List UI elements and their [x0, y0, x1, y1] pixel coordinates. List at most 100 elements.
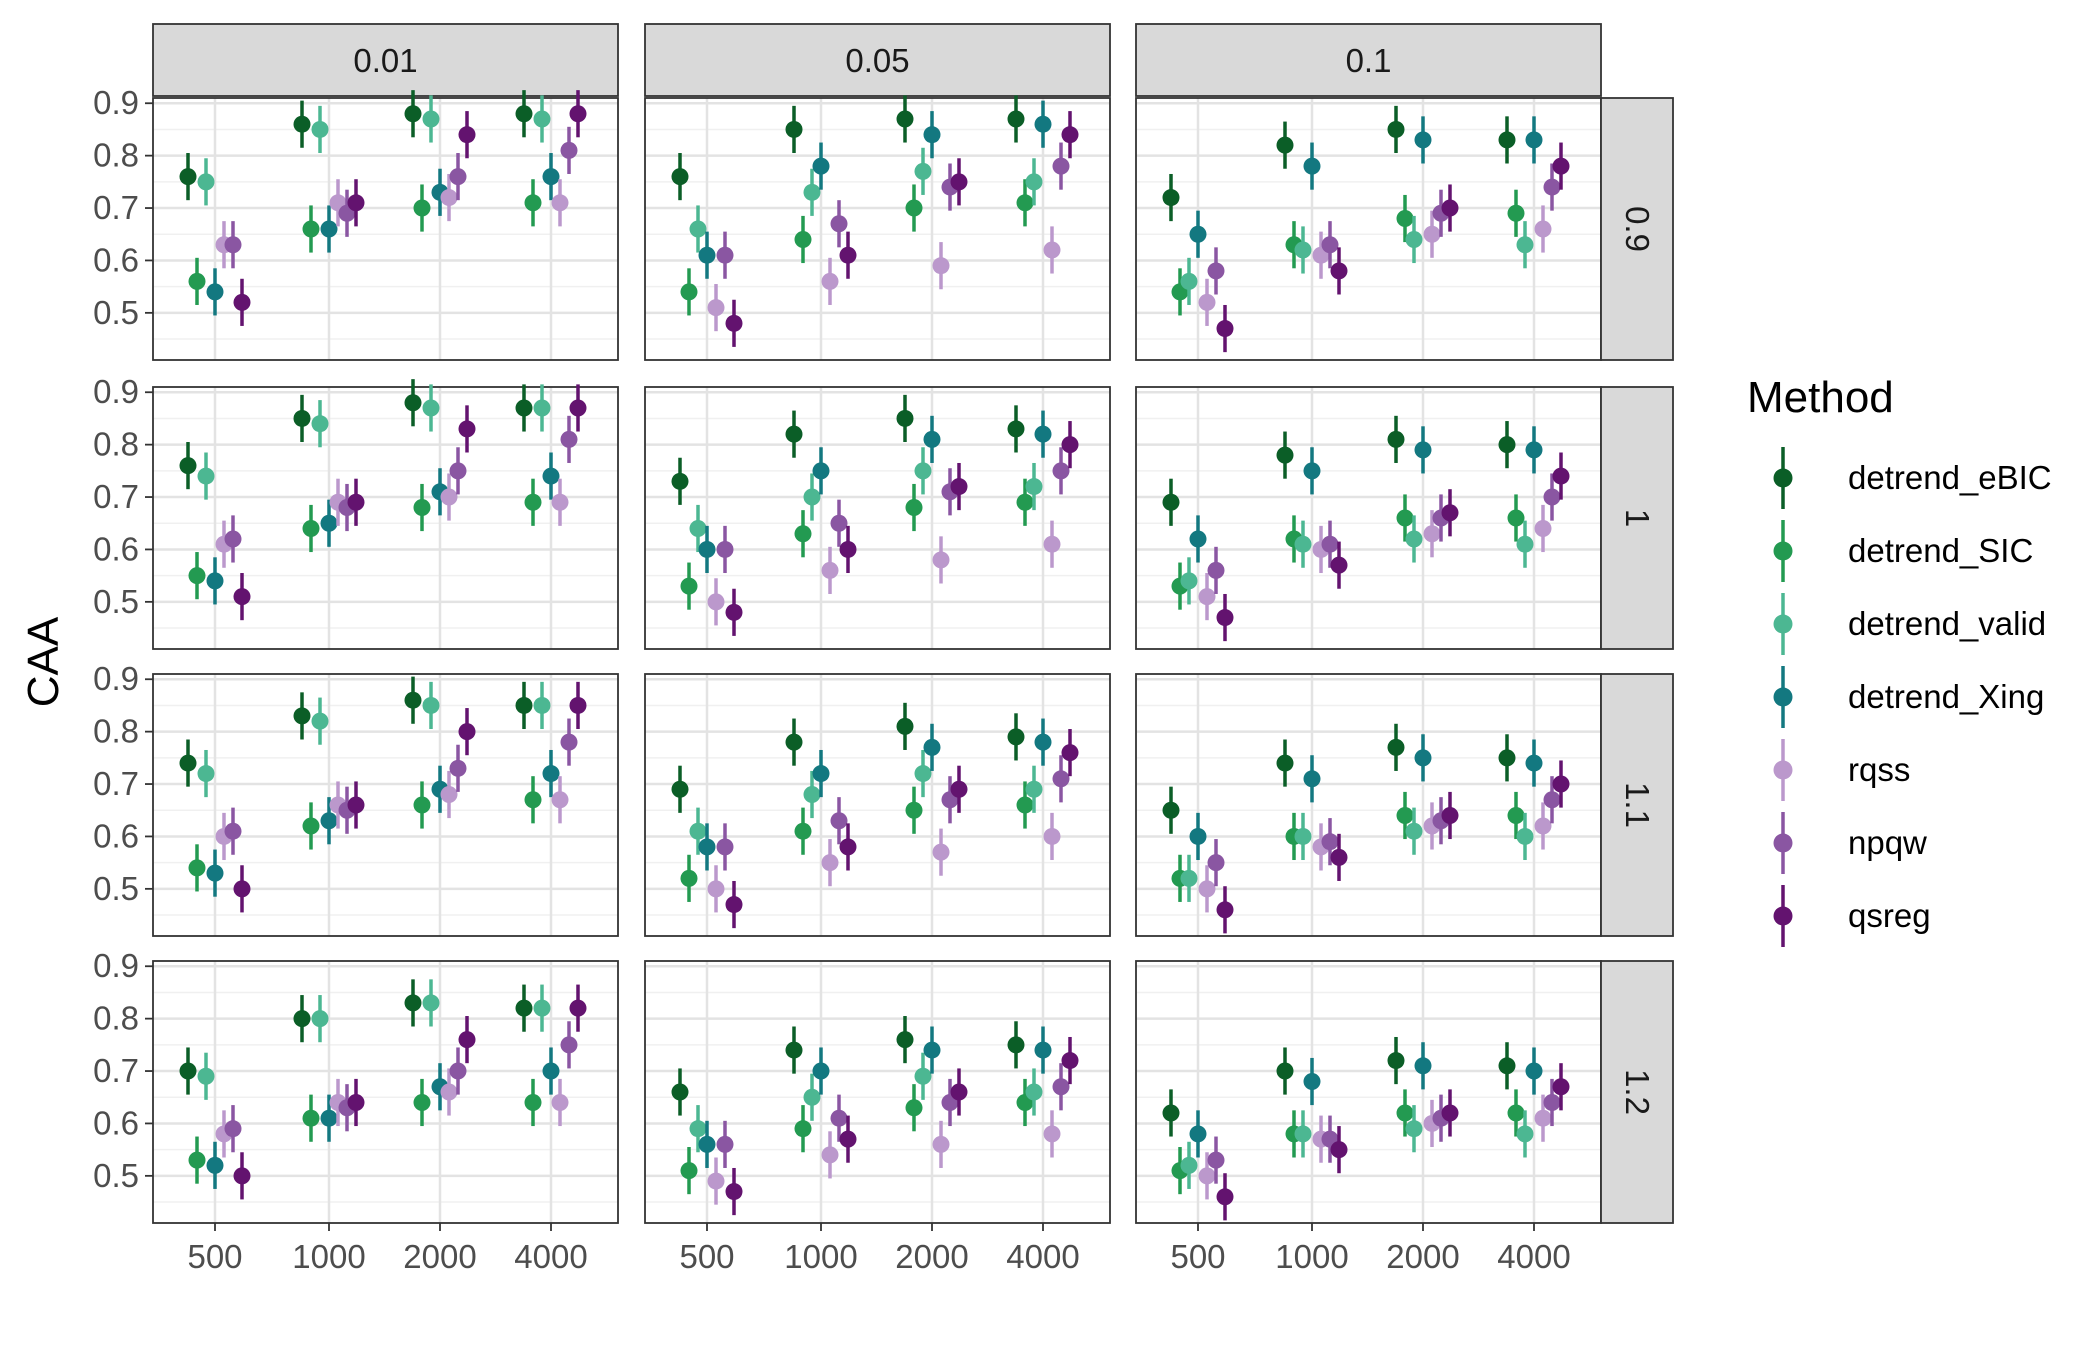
data-point-detrend_SIC [794, 230, 812, 248]
data-point-qsreg [839, 540, 857, 558]
data-point-rqss [440, 786, 458, 804]
x-tick-label: 500 [187, 1238, 242, 1275]
y-tick-label: 0.8 [93, 426, 139, 463]
data-point-detrend_SIC [413, 1093, 431, 1111]
data-point-detrend_Xing [542, 1062, 560, 1080]
data-point-npqw [830, 1109, 848, 1127]
data-point-detrend_eBIC [785, 425, 803, 443]
data-point-detrend_Xing [698, 1135, 716, 1153]
y-tick-label: 0.6 [93, 530, 139, 567]
panel-border [152, 97, 619, 361]
row-strip-background [1600, 386, 1674, 650]
data-point-detrend_SIC [524, 493, 542, 511]
data-point-npqw [449, 462, 467, 480]
data-point-rqss [1198, 293, 1216, 311]
data-point-detrend_Xing [542, 168, 560, 186]
row-strip-label: 0.9 [1619, 206, 1656, 252]
data-point-detrend_eBIC [293, 409, 311, 427]
data-point-detrend_valid [533, 399, 551, 417]
data-point-qsreg [1441, 1104, 1459, 1122]
column-strip-background [644, 23, 1111, 97]
y-tick-label: 0.5 [93, 294, 139, 331]
panel-background [645, 98, 1110, 360]
data-point-qsreg [725, 603, 743, 621]
data-point-qsreg [1330, 848, 1348, 866]
legend-label: detrend_valid [1848, 605, 2046, 642]
data-point-detrend_Xing [1303, 1073, 1321, 1091]
data-point-detrend_Xing [1525, 1062, 1543, 1080]
data-point-detrend_valid [1180, 272, 1198, 290]
data-point-detrend_Xing [320, 220, 338, 238]
data-point-detrend_Xing [320, 812, 338, 830]
data-point-qsreg [569, 105, 587, 123]
data-point-detrend_SIC [905, 1099, 923, 1117]
data-point-rqss [551, 791, 569, 809]
x-tick-label: 2000 [1386, 1238, 1459, 1275]
data-point-qsreg [839, 838, 857, 856]
data-point-detrend_Xing [320, 514, 338, 532]
data-point-npqw [1321, 535, 1339, 553]
data-point-qsreg [1061, 1052, 1079, 1070]
data-point-detrend_Xing [1034, 1041, 1052, 1059]
data-point-detrend_valid [1405, 1120, 1423, 1138]
data-point-qsreg [950, 478, 968, 496]
data-point-qsreg [458, 1031, 476, 1049]
data-point-detrend_eBIC [1162, 493, 1180, 511]
panel-border [644, 97, 1111, 361]
data-point-detrend_SIC [302, 817, 320, 835]
data-point-qsreg [725, 1183, 743, 1201]
data-point-qsreg [725, 314, 743, 332]
data-point-qsreg [233, 293, 251, 311]
data-point-rqss [707, 1172, 725, 1190]
data-point-detrend_Xing [1414, 749, 1432, 767]
legend: detrend_eBIC detrend_SIC detrend_validdetr… [1773, 447, 2052, 947]
data-point-detrend_valid [1405, 530, 1423, 548]
data-point-detrend_Xing [1034, 425, 1052, 443]
column-strip-label: 0.1 [1346, 42, 1392, 79]
data-point-npqw [1052, 770, 1070, 788]
data-point-qsreg [347, 796, 365, 814]
data-point-detrend_SIC [680, 1162, 698, 1180]
data-point-rqss [1043, 241, 1061, 259]
legend-key-point [1773, 468, 1793, 488]
data-point-qsreg [1552, 467, 1570, 485]
data-point-npqw [830, 812, 848, 830]
data-point-detrend_SIC [188, 1151, 206, 1169]
data-point-detrend_Xing [698, 540, 716, 558]
data-point-npqw [1543, 791, 1561, 809]
data-point-rqss [707, 880, 725, 898]
data-point-detrend_valid [1516, 535, 1534, 553]
legend-key-point [1773, 906, 1793, 926]
data-point-detrend_SIC [680, 577, 698, 595]
data-point-detrend_Xing [812, 765, 830, 783]
data-point-npqw [560, 733, 578, 751]
data-point-detrend_SIC [905, 199, 923, 217]
panel-border [152, 673, 619, 937]
panel-0.01-1.2 [152, 960, 619, 1224]
data-point-detrend_SIC [524, 194, 542, 212]
data-point-detrend_SIC [413, 499, 431, 517]
y-tick-label: 0.7 [93, 765, 139, 802]
data-point-detrend_Xing [1189, 225, 1207, 243]
data-point-npqw [1543, 488, 1561, 506]
data-point-detrend_valid [914, 162, 932, 180]
y-tick-label: 0.9 [93, 373, 139, 410]
legend-key-point [1773, 541, 1793, 561]
data-point-detrend_valid [803, 1088, 821, 1106]
data-point-detrend_Xing [542, 467, 560, 485]
data-point-detrend_Xing [1414, 1057, 1432, 1075]
data-point-detrend_eBIC [1498, 436, 1516, 454]
data-point-detrend_eBIC [1387, 430, 1405, 448]
legend-label: rqss [1848, 751, 1910, 788]
y-tick-label: 0.9 [93, 84, 139, 121]
data-point-detrend_Xing [206, 572, 224, 590]
data-point-rqss [707, 593, 725, 611]
data-point-npqw [449, 168, 467, 186]
data-point-detrend_SIC [1016, 493, 1034, 511]
data-point-detrend_eBIC [1387, 1052, 1405, 1070]
data-point-detrend_eBIC [1276, 446, 1294, 464]
data-point-rqss [1198, 588, 1216, 606]
data-point-detrend_Xing [1303, 462, 1321, 480]
data-point-detrend_eBIC [671, 1083, 689, 1101]
data-point-detrend_Xing [1525, 131, 1543, 149]
